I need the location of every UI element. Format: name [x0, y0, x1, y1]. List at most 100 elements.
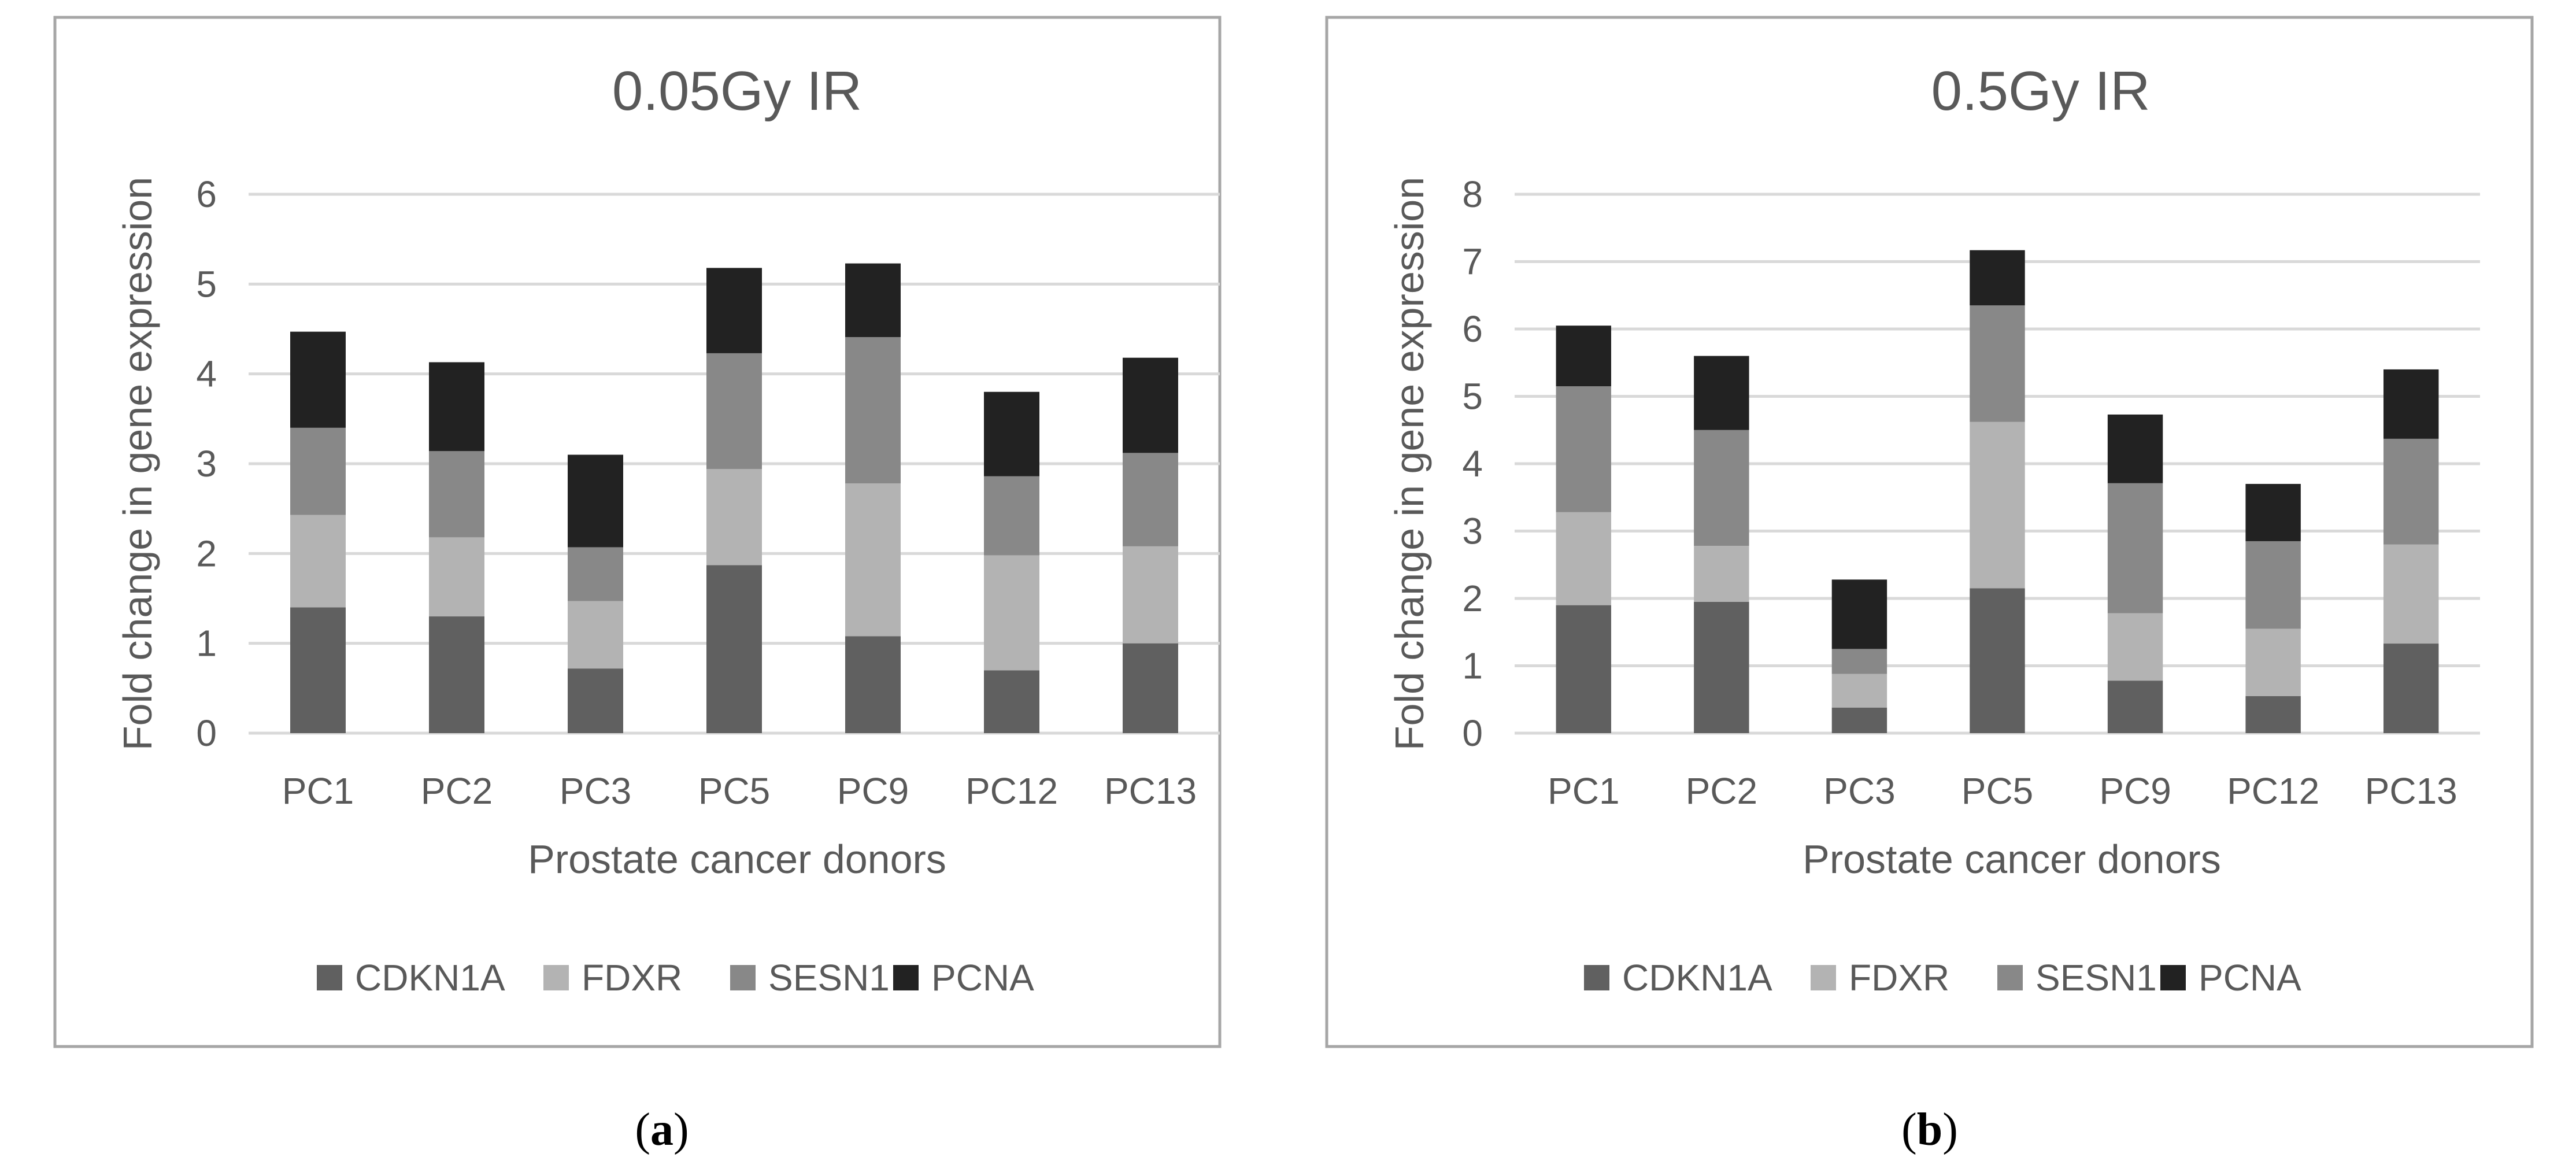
bar-cdkn1a-pc13 — [2383, 644, 2439, 733]
legend-label: SESN1 — [2035, 957, 2157, 999]
bar-sesn1-pc3 — [1831, 649, 1887, 674]
bar-cdkn1a-pc3 — [1831, 707, 1887, 733]
y-tick-label: 0 — [196, 712, 217, 754]
legend-label: FDXR — [1849, 957, 1949, 999]
y-tick-label: 3 — [1462, 511, 1483, 552]
legend-item-sesn1: SESN1 — [730, 957, 890, 999]
legend-item-pcna: PCNA — [893, 957, 1034, 999]
y-tick-label: 6 — [1462, 308, 1483, 350]
y-tick-label: 5 — [196, 263, 217, 305]
y-tick-label: 2 — [196, 533, 217, 574]
x-tick-label: PC9 — [837, 770, 909, 812]
bar-cdkn1a-pc2 — [1694, 601, 1749, 733]
bar-sesn1-pc3 — [568, 547, 623, 601]
x-tick-label: PC13 — [2365, 770, 2457, 812]
legend-swatch — [893, 965, 919, 990]
y-tick-label: 0 — [1462, 712, 1483, 754]
bar-pcna-pc13 — [1123, 357, 1178, 453]
bar-fdxr-pc5 — [1970, 421, 2025, 589]
bar-fdxr-pc9 — [2107, 613, 2163, 681]
bar-sesn1-pc2 — [1694, 430, 1749, 546]
chart-frame — [53, 16, 1222, 1048]
bar-cdkn1a-pc3 — [568, 668, 623, 733]
legend-label: CDKN1A — [1622, 957, 1772, 999]
bar-cdkn1a-pc12 — [2245, 696, 2301, 733]
y-axis-label: Fold change in gene expression — [1387, 177, 1432, 750]
legend-swatch — [2160, 965, 2186, 990]
bar-fdxr-pc12 — [984, 555, 1039, 671]
bar-pcna-pc12 — [2245, 483, 2301, 541]
bar-pcna-pc2 — [1694, 356, 1749, 430]
bar-pcna-pc2 — [429, 362, 484, 452]
legend-swatch — [1584, 965, 1609, 990]
legend-swatch — [317, 965, 342, 990]
legend-label: PCNA — [931, 957, 1034, 999]
x-tick-label: PC2 — [1686, 770, 1758, 812]
bar-sesn1-pc12 — [984, 476, 1039, 556]
y-tick-label: 4 — [196, 353, 217, 395]
bar-fdxr-pc9 — [845, 483, 901, 637]
legend-swatch — [1811, 965, 1836, 990]
bar-pcna-pc3 — [1831, 579, 1887, 649]
bar-sesn1-pc13 — [1123, 453, 1178, 546]
bar-cdkn1a-pc5 — [706, 565, 762, 733]
x-tick-label: PC13 — [1104, 770, 1197, 812]
x-tick-label: PC3 — [560, 770, 632, 812]
chart-title: 0.05Gy IR — [612, 60, 862, 122]
bar-sesn1-pc5 — [706, 353, 762, 469]
bar-fdxr-pc2 — [429, 537, 484, 617]
bar-cdkn1a-pc9 — [845, 636, 901, 733]
panel-label: (b) — [1901, 1104, 1958, 1155]
bar-fdxr-pc3 — [568, 601, 623, 669]
bar-fdxr-pc13 — [1123, 546, 1178, 644]
bar-fdxr-pc3 — [1831, 674, 1887, 708]
y-tick-label: 8 — [1462, 173, 1483, 215]
y-tick-label: 3 — [196, 443, 217, 485]
bar-sesn1-pc12 — [2245, 541, 2301, 629]
y-tick-label: 1 — [196, 623, 217, 664]
legend-item-fdxr: FDXR — [543, 957, 682, 999]
legend-item-cdkn1a: CDKN1A — [1584, 957, 1772, 999]
y-tick-label: 6 — [196, 173, 217, 215]
legend-label: PCNA — [2199, 957, 2301, 999]
bar-cdkn1a-pc5 — [1970, 588, 2025, 733]
y-tick-label: 2 — [1462, 578, 1483, 619]
bar-cdkn1a-pc13 — [1123, 643, 1178, 733]
bar-cdkn1a-pc1 — [290, 607, 346, 733]
bar-sesn1-pc9 — [2107, 483, 2163, 613]
legend-item-pcna: PCNA — [2160, 957, 2301, 999]
chart-title: 0.5Gy IR — [1931, 60, 2151, 122]
bar-pcna-pc1 — [290, 331, 346, 428]
bar-sesn1-pc9 — [845, 337, 901, 484]
y-tick-label: 4 — [1462, 443, 1483, 485]
y-axis-label: Fold change in gene expression — [115, 177, 160, 750]
bar-pcna-pc1 — [1556, 326, 1611, 387]
y-tick-label: 1 — [1462, 645, 1483, 687]
x-axis-label: Prostate cancer donors — [1803, 837, 2221, 882]
bar-fdxr-pc12 — [2245, 628, 2301, 696]
bar-pcna-pc5 — [1970, 250, 2025, 306]
x-tick-label: PC3 — [1823, 770, 1896, 812]
x-tick-label: PC1 — [282, 770, 354, 812]
legend-swatch — [1997, 965, 2023, 990]
x-tick-label: PC5 — [1961, 770, 2034, 812]
bar-fdxr-pc13 — [2383, 544, 2439, 644]
bar-pcna-pc9 — [2107, 414, 2163, 483]
bar-cdkn1a-pc9 — [2107, 681, 2163, 733]
bar-pcna-pc3 — [568, 454, 623, 548]
x-tick-label: PC2 — [421, 770, 493, 812]
bar-sesn1-pc13 — [2383, 438, 2439, 545]
bar-sesn1-pc2 — [429, 451, 484, 538]
x-tick-label: PC9 — [2099, 770, 2171, 812]
x-tick-label: PC1 — [1548, 770, 1620, 812]
bar-pcna-pc5 — [706, 268, 762, 353]
legend-label: SESN1 — [768, 957, 890, 999]
y-tick-label: 7 — [1462, 241, 1483, 283]
x-tick-label: PC12 — [965, 770, 1058, 812]
chart-panel-b: 0.5Gy IR 0 1 2 3 4 5 6 7 8 Fold change in gene exp… — [1325, 16, 2534, 1048]
bar-pcna-pc9 — [845, 263, 901, 337]
legend-label: FDXR — [582, 957, 682, 999]
bar-fdxr-pc5 — [706, 469, 762, 565]
x-tick-label: PC5 — [698, 770, 771, 812]
